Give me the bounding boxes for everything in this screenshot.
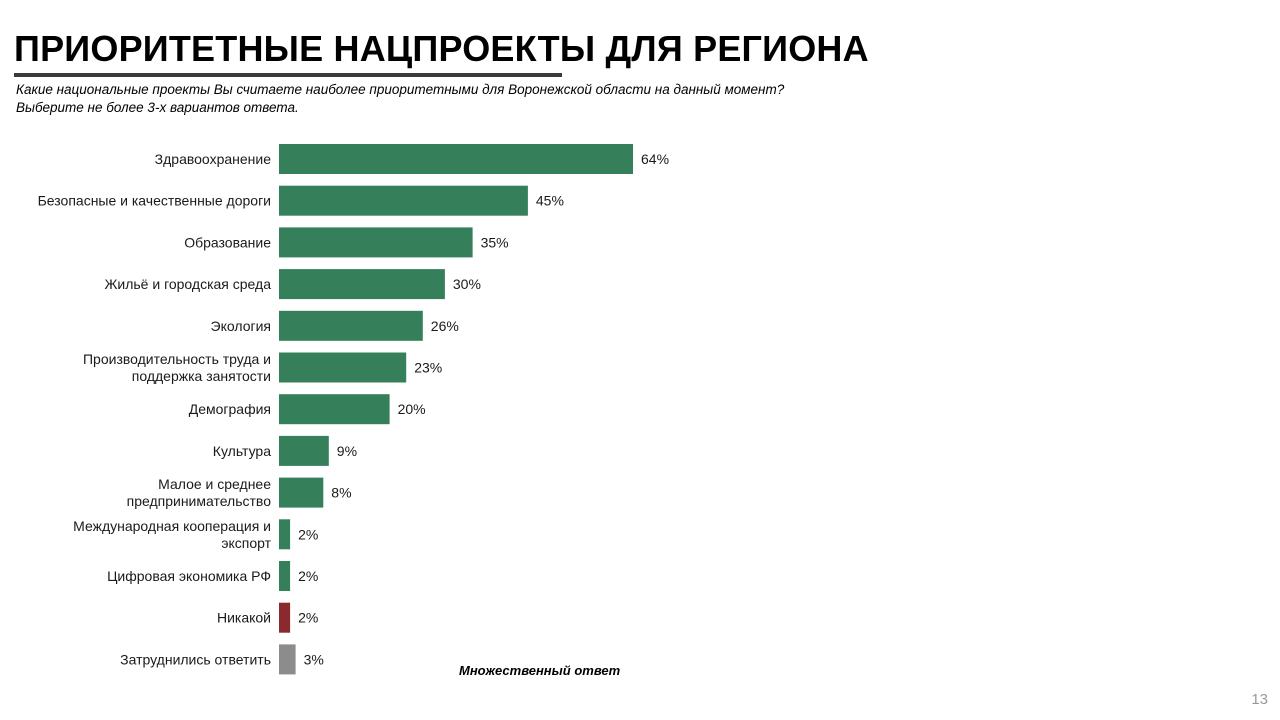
category-label-11: Цифровая экономика РФ (107, 568, 271, 584)
category-label-8: Культура (213, 443, 271, 459)
category-label-line: Жильё и городская среда (104, 276, 271, 292)
bar-6 (279, 352, 407, 383)
category-label-5: Экология (211, 318, 271, 334)
bar-3 (279, 227, 473, 258)
bar-7 (279, 394, 390, 425)
value-label-10: 2% (298, 526, 318, 542)
value-label-9: 8% (331, 485, 351, 501)
value-label-4: 30% (453, 276, 481, 292)
category-label-9: Малое и среднее предпринимательство (127, 476, 272, 509)
question-text: Какие национальные проекты Вы считаете н… (16, 81, 896, 117)
value-label-11: 2% (298, 568, 318, 584)
value-label-3: 35% (481, 234, 509, 250)
bar-5 (279, 310, 423, 341)
value-label-6: 23% (414, 360, 442, 376)
bar-10 (279, 519, 291, 550)
category-label-line: Производительность труда и (83, 351, 271, 367)
category-label-6: Производительность труда и поддержка заня… (83, 351, 271, 384)
category-label-line: Затруднились ответить (120, 651, 271, 667)
title-underline (14, 73, 562, 77)
question-line-1: Какие национальные проекты Вы считаете н… (16, 82, 785, 97)
bar-12 (279, 602, 291, 633)
category-label-line: предпринимательство (127, 493, 272, 509)
category-label-line: Безопасные и качественные дороги (38, 193, 271, 209)
value-label-13: 3% (304, 651, 324, 667)
bar-1 (279, 144, 633, 174)
bar-2 (279, 185, 528, 216)
category-label-7: Демография (189, 401, 271, 417)
category-label-4: Жильё и городская среда (104, 276, 271, 292)
category-label-1: Здравоохранение (155, 151, 272, 167)
value-label-1: 64% (641, 151, 669, 167)
category-label-12: Никакой (217, 610, 271, 626)
page-number: 13 (1251, 691, 1268, 708)
category-label-line: поддержка занятости (132, 368, 271, 384)
category-label-2: Безопасные и качественные дороги (38, 193, 271, 209)
value-label-8: 9% (337, 443, 357, 459)
bar-13 (279, 644, 296, 675)
category-label-line: Международная кооперация и (73, 518, 271, 534)
category-label-line: экспорт (221, 535, 271, 551)
category-label-line: Образование (184, 234, 271, 250)
bar-8 (279, 435, 329, 466)
category-label-13: Затруднились ответить (120, 651, 271, 667)
category-label-line: Здравоохранение (155, 151, 272, 167)
category-label-line: Цифровая экономика РФ (107, 568, 271, 584)
category-label-line: Никакой (217, 610, 271, 626)
category-label-line: Экология (211, 318, 271, 334)
question-line-2: Выберите не более 3-х вариантов ответа. (16, 100, 299, 115)
value-label-7: 20% (398, 401, 426, 417)
bar-11 (279, 561, 291, 591)
page-title: ПРИОРИТЕТНЫЕ НАЦПРОЕКТЫ ДЛЯ РЕГИОНА (14, 28, 869, 69)
bar-4 (279, 269, 445, 300)
category-label-line: Малое и среднее (158, 476, 271, 492)
value-label-12: 2% (298, 610, 318, 626)
value-label-2: 45% (536, 193, 564, 209)
category-label-3: Образование (184, 234, 271, 250)
category-label-line: Культура (213, 443, 271, 459)
category-label-10: Международная кооперация и экспорт (73, 518, 271, 551)
multiple-answer-note: Множественный ответ (459, 663, 621, 678)
bar-9 (279, 477, 324, 508)
category-label-line: Демография (189, 401, 271, 417)
value-label-5: 26% (431, 318, 459, 334)
